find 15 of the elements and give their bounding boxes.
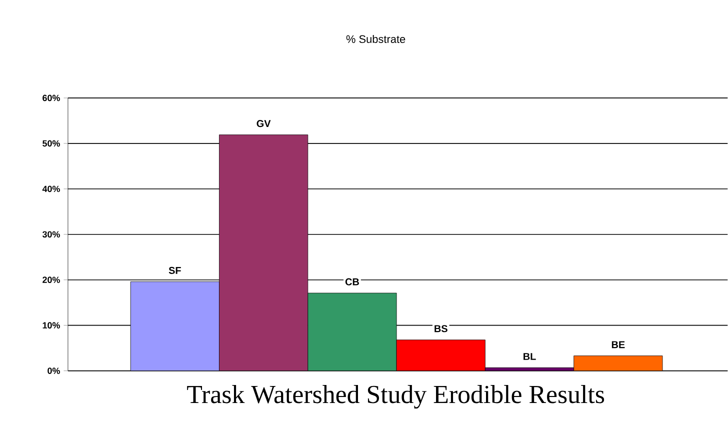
x-tick-label: GV xyxy=(256,120,271,128)
x-tick-label: BE xyxy=(612,341,625,348)
y-tick-label: 40% xyxy=(42,186,60,192)
x-tick-label: SF xyxy=(168,267,181,274)
y-tick-label: 10% xyxy=(42,322,60,329)
x-tick-label: CB xyxy=(345,278,359,286)
x-tick-label: BS xyxy=(434,325,448,332)
y-tick-label: 50% xyxy=(42,140,60,147)
chart-title: % Substrate xyxy=(346,35,406,44)
y-tick-label: 0% xyxy=(48,368,60,374)
text: Trask Watershed Study Erodible Results xyxy=(187,385,604,409)
x-tick-label: BL xyxy=(524,353,536,360)
y-tick-label: 20% xyxy=(42,276,60,284)
y-tick-label: 30% xyxy=(42,231,60,238)
y-tick-label: 60% xyxy=(42,94,60,102)
